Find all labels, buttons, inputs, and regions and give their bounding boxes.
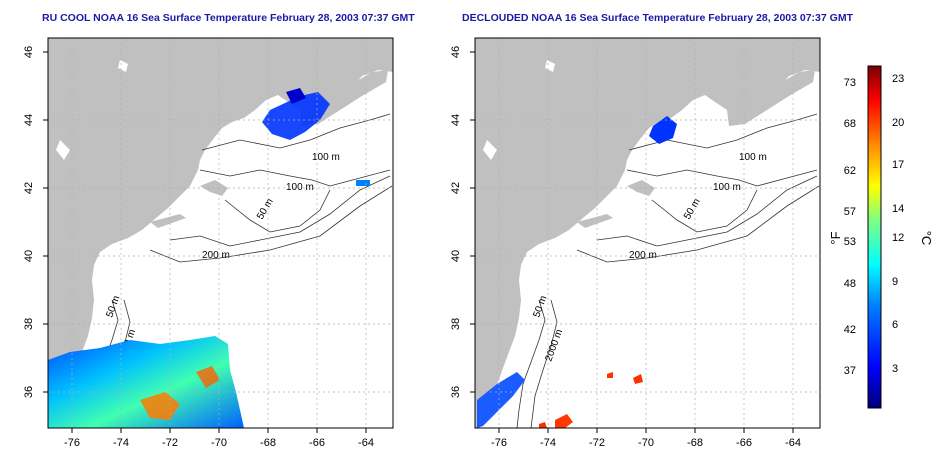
colorbar-c-tick: 17 xyxy=(892,159,904,171)
contour-label: 100 m xyxy=(739,152,767,163)
x-tick-label: -76 xyxy=(491,437,507,449)
left-map-gridlines xyxy=(48,38,393,428)
contour-label: 100 m xyxy=(312,152,340,163)
colorbar-c-tick: 14 xyxy=(892,203,904,215)
colorbar-f-tick: 48 xyxy=(844,278,856,290)
right-map-sst-speck xyxy=(633,374,643,384)
x-tick-label: -66 xyxy=(736,437,752,449)
colorbar-c-tick: 9 xyxy=(892,276,898,288)
x-tick-label: -72 xyxy=(162,437,178,449)
right-map-ticks xyxy=(470,51,794,433)
x-tick-label: -68 xyxy=(260,437,276,449)
left-map-land xyxy=(48,38,393,428)
y-tick-label: 38 xyxy=(450,318,462,330)
left-map-sst-warm-patch xyxy=(196,366,220,388)
colorbar-gradient xyxy=(867,65,882,409)
left-map-y-tick-labels: 36 38 40 42 44 46 xyxy=(23,46,35,398)
y-tick-label: 44 xyxy=(23,114,35,126)
contour-label: 200 m xyxy=(202,250,230,261)
y-tick-label: 46 xyxy=(23,46,35,58)
colorbar-c-label: °C xyxy=(919,231,934,246)
right-map-y-tick-labels: 36 38 40 42 44 46 xyxy=(450,46,462,398)
left-map-lake xyxy=(118,60,128,72)
y-tick-label: 36 xyxy=(23,386,35,398)
right-map-lake xyxy=(545,60,555,72)
right-map-sst-gulf-maine xyxy=(649,116,677,144)
y-tick-label: 38 xyxy=(23,318,35,330)
x-tick-label: -64 xyxy=(358,437,374,449)
right-map-sst-speck xyxy=(607,372,613,378)
right-map-island xyxy=(577,214,613,228)
x-tick-label: -76 xyxy=(64,437,80,449)
left-map-sst-gulf-maine xyxy=(286,88,306,104)
colorbar-c-tick: 23 xyxy=(892,73,904,85)
right-map-gridlines xyxy=(475,38,820,428)
colorbar-f-tick: 53 xyxy=(844,236,856,248)
y-tick-label: 46 xyxy=(450,46,462,58)
colorbar-c-tick: 6 xyxy=(892,319,898,331)
colorbar-f-ticks: 73 68 62 57 53 48 42 37 xyxy=(844,77,856,377)
left-map-sst-south xyxy=(48,336,244,428)
colorbar-f-tick: 42 xyxy=(844,324,856,336)
x-tick-label: -66 xyxy=(309,437,325,449)
contour-label: 200 m xyxy=(629,250,657,261)
x-tick-label: -74 xyxy=(113,437,129,449)
colorbar-f-tick: 37 xyxy=(844,365,856,377)
x-tick-label: -70 xyxy=(638,437,654,449)
right-map-land xyxy=(475,38,820,428)
colorbar-c-tick: 12 xyxy=(892,232,904,244)
contour-label: 100 m xyxy=(713,182,741,193)
colorbar-f-tick: 57 xyxy=(844,206,856,218)
y-tick-label: 40 xyxy=(23,250,35,262)
colorbar-c-ticks: 23 20 17 14 12 9 6 3 xyxy=(892,73,904,375)
x-tick-label: -72 xyxy=(589,437,605,449)
colorbar: 73 68 62 57 53 48 42 37 23 20 17 14 12 9… xyxy=(828,65,934,409)
y-tick-label: 42 xyxy=(23,182,35,194)
y-tick-label: 42 xyxy=(450,182,462,194)
x-tick-label: -64 xyxy=(785,437,801,449)
right-map-sst-speck xyxy=(539,422,547,428)
colorbar-f-label: °F xyxy=(828,231,843,244)
left-map-island xyxy=(150,214,186,228)
left-map-lake xyxy=(56,140,70,160)
right-map-title: DECLOUDED NOAA 16 Sea Surface Temperatur… xyxy=(462,12,853,24)
x-tick-label: -74 xyxy=(540,437,556,449)
left-map-sst-speck xyxy=(356,180,370,186)
left-map-sst-gulf-maine xyxy=(262,92,330,140)
right-map-sst-warm-patch xyxy=(555,414,573,428)
x-tick-label: -70 xyxy=(211,437,227,449)
y-tick-label: 44 xyxy=(450,114,462,126)
y-tick-label: 40 xyxy=(450,250,462,262)
x-tick-label: -68 xyxy=(687,437,703,449)
colorbar-f-tick: 68 xyxy=(844,118,856,130)
right-map-lake xyxy=(483,140,497,160)
left-map-title: RU COOL NOAA 16 Sea Surface Temperature … xyxy=(42,12,415,24)
left-map-frame xyxy=(47,37,394,429)
colorbar-f-tick: 73 xyxy=(844,77,856,89)
contour-label: 100 m xyxy=(286,182,314,193)
colorbar-c-tick: 20 xyxy=(892,117,904,129)
left-map-x-tick-labels: -76 -74 -72 -70 -68 -66 -64 xyxy=(64,437,374,449)
right-map-x-tick-labels: -76 -74 -72 -70 -68 -66 -64 xyxy=(491,437,801,449)
y-tick-label: 36 xyxy=(450,386,462,398)
colorbar-c-tick: 3 xyxy=(892,363,898,375)
left-map-ticks xyxy=(43,51,367,433)
right-map-sst-coast xyxy=(477,372,525,428)
colorbar-f-tick: 62 xyxy=(844,165,856,177)
right-map-panel: 100 m 100 m 50 m 200 m 50 m 2000 m xyxy=(450,37,821,449)
left-map-panel: 100 m 100 m 50 m 200 m 50 m 2000 m xyxy=(23,37,394,449)
right-map-frame xyxy=(474,37,821,429)
